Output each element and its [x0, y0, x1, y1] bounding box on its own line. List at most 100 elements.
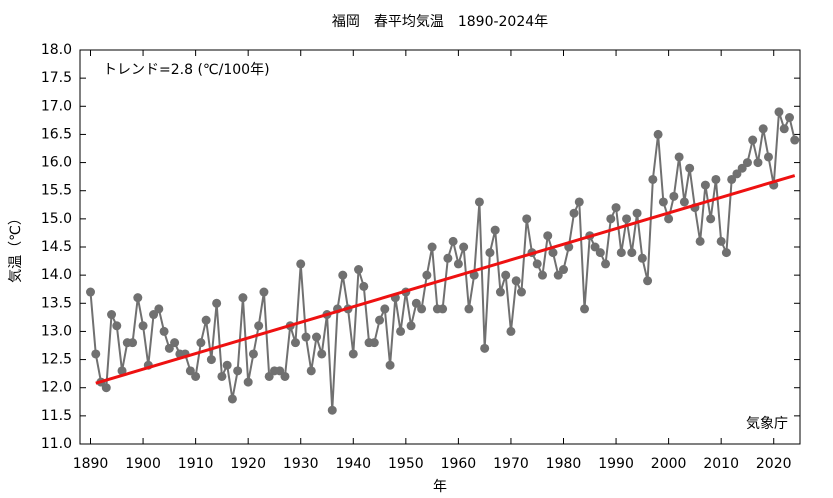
- data-point: [532, 259, 542, 269]
- data-point: [154, 304, 164, 314]
- data-point: [138, 321, 148, 331]
- y-tick-label: 17.5: [41, 70, 72, 86]
- data-point: [537, 270, 547, 280]
- data-point: [275, 366, 285, 376]
- data-point: [495, 287, 505, 297]
- data-point: [243, 377, 253, 387]
- data-point: [459, 242, 469, 252]
- data-point: [627, 248, 637, 258]
- x-tick-label: 1900: [125, 456, 161, 472]
- data-point: [758, 124, 768, 134]
- data-point: [637, 253, 647, 263]
- y-tick-label: 11.5: [41, 408, 72, 424]
- y-tick-label: 15.5: [41, 183, 72, 199]
- y-tick-label: 14.5: [41, 239, 72, 255]
- data-point: [616, 248, 626, 258]
- data-point: [422, 270, 432, 280]
- data-point: [779, 124, 789, 134]
- y-tick-label: 11.0: [41, 436, 72, 452]
- data-point: [348, 349, 358, 359]
- data-point: [117, 366, 127, 376]
- data-point: [580, 304, 590, 314]
- x-tick-label: 1950: [388, 456, 424, 472]
- data-point: [448, 236, 458, 246]
- data-point: [217, 371, 227, 381]
- data-point: [784, 113, 794, 123]
- data-point: [601, 259, 611, 269]
- data-point: [201, 315, 211, 325]
- data-point: [569, 208, 579, 218]
- y-tick-label: 13.5: [41, 295, 72, 311]
- data-point: [611, 203, 621, 213]
- data-point: [238, 293, 248, 303]
- chart-title: 福岡 春平均気温 1890-2024年: [332, 14, 548, 30]
- data-point: [700, 180, 710, 190]
- y-tick-label: 18.0: [41, 42, 72, 58]
- data-point: [737, 163, 747, 173]
- x-tick-label: 2010: [703, 456, 739, 472]
- data-point: [296, 259, 306, 269]
- data-point: [501, 270, 511, 280]
- y-tick-label: 12.0: [41, 380, 72, 396]
- data-point: [553, 270, 563, 280]
- data-point: [742, 158, 752, 168]
- data-point: [191, 371, 201, 381]
- data-point: [474, 197, 484, 207]
- annotation: トレンド=2.8 (℃/100年): [103, 62, 270, 78]
- data-point: [185, 366, 195, 376]
- data-point: [264, 371, 274, 381]
- x-tick-label: 1930: [283, 456, 319, 472]
- data-point: [406, 321, 416, 331]
- data-point: [396, 326, 406, 336]
- data-point: [306, 366, 316, 376]
- data-point: [664, 214, 674, 224]
- data-point: [290, 338, 300, 348]
- x-tick-label: 1960: [441, 456, 477, 472]
- data-point: [128, 338, 138, 348]
- data-point: [259, 287, 269, 297]
- y-tick-label: 17.0: [41, 98, 72, 114]
- data-point: [212, 298, 222, 308]
- data-point: [753, 158, 763, 168]
- data-point: [685, 163, 695, 173]
- data-point: [91, 349, 101, 359]
- data-point: [453, 259, 463, 269]
- data-point: [385, 360, 395, 370]
- x-tick-label: 1890: [73, 456, 109, 472]
- data-point: [338, 270, 348, 280]
- data-point: [679, 197, 689, 207]
- y-tick-label: 16.0: [41, 155, 72, 171]
- series-line: [89, 111, 796, 411]
- data-point: [280, 371, 290, 381]
- data-point: [506, 326, 516, 336]
- data-point: [438, 304, 448, 314]
- data-point: [669, 191, 679, 201]
- data-point: [590, 242, 600, 252]
- data-point: [595, 248, 605, 258]
- data-point: [490, 225, 500, 235]
- data-point: [112, 321, 122, 331]
- data-point: [748, 135, 758, 145]
- data-point: [464, 304, 474, 314]
- data-point: [233, 366, 243, 376]
- data-point: [354, 265, 364, 275]
- data-point: [622, 214, 632, 224]
- data-point: [763, 152, 773, 162]
- data-point: [327, 405, 337, 415]
- x-tick-label: 1980: [546, 456, 582, 472]
- data-point: [480, 343, 490, 353]
- x-tick-label: 1970: [493, 456, 529, 472]
- x-tick-label: 1940: [335, 456, 371, 472]
- y-tick-label: 15.0: [41, 211, 72, 227]
- annotation: 気象庁: [746, 416, 788, 432]
- data-point: [170, 338, 180, 348]
- x-tick-label: 1920: [230, 456, 266, 472]
- data-point: [254, 321, 264, 331]
- data-point: [301, 332, 311, 342]
- data-point: [149, 310, 159, 320]
- data-point: [133, 293, 143, 303]
- data-point: [443, 253, 453, 263]
- data-point: [548, 248, 558, 258]
- data-point: [648, 174, 658, 184]
